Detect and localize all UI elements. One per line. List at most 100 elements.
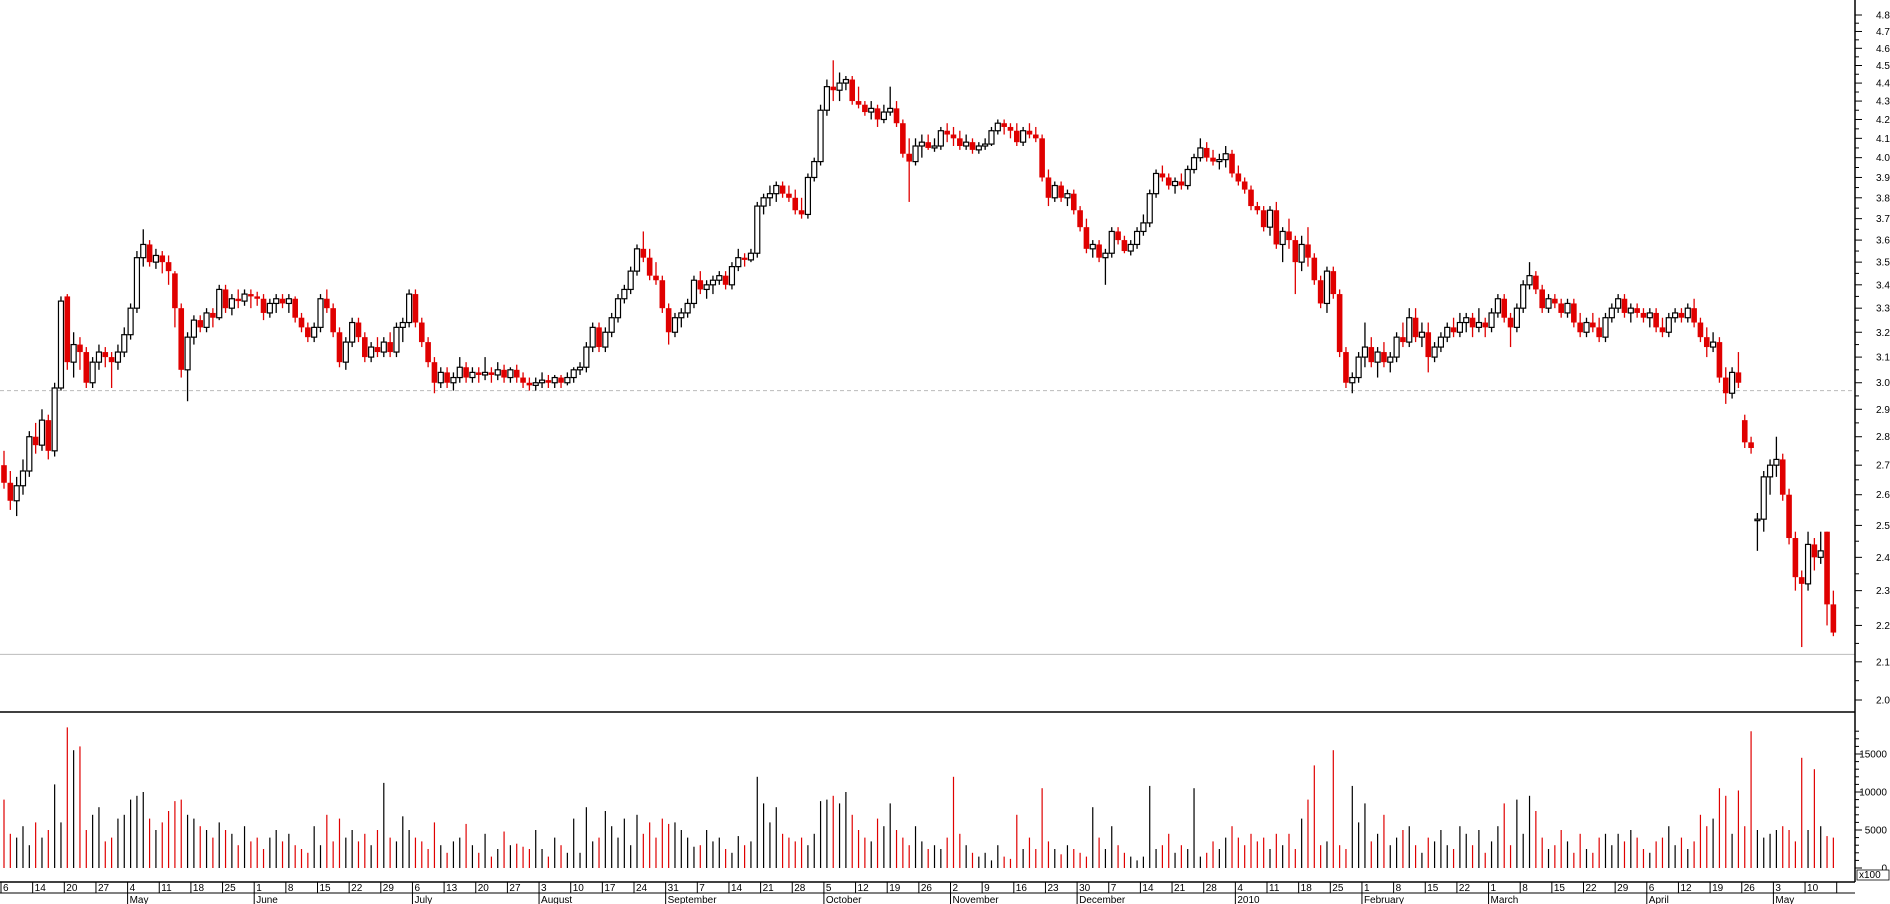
candle-body xyxy=(1425,332,1432,358)
date-tick-label: 15 xyxy=(1554,883,1566,894)
candle xyxy=(735,248,742,272)
candle xyxy=(1621,294,1628,318)
candle xyxy=(1159,165,1166,182)
candle xyxy=(1602,312,1609,343)
candle-body xyxy=(690,279,698,305)
candle xyxy=(1121,235,1128,254)
candle-body xyxy=(1051,184,1058,199)
date-tick-label: 7 xyxy=(699,883,705,894)
candle xyxy=(102,347,109,368)
candle xyxy=(925,134,931,150)
date-tick-label: 15 xyxy=(320,883,332,894)
candle-body xyxy=(311,326,318,338)
candle-body xyxy=(1615,298,1622,309)
candle-body xyxy=(431,362,438,383)
candle-body xyxy=(393,326,400,353)
date-tick-label: 5 xyxy=(826,883,832,894)
price-tick-label: 2.3 xyxy=(1876,586,1890,597)
candle xyxy=(501,364,507,383)
candle xyxy=(298,312,305,333)
volume-pane xyxy=(3,727,1834,868)
candle xyxy=(140,229,147,267)
candle xyxy=(551,374,558,388)
candle xyxy=(1393,332,1400,363)
candle-body xyxy=(520,377,526,383)
candle xyxy=(1431,342,1438,363)
candle-body xyxy=(804,176,812,216)
candle xyxy=(811,157,818,182)
candle-body xyxy=(551,376,558,384)
candle xyxy=(1684,303,1691,323)
candle-body xyxy=(709,279,717,286)
candle-body xyxy=(1526,275,1533,286)
date-tick-label: 10 xyxy=(573,883,585,894)
candle xyxy=(760,193,767,215)
candle-body xyxy=(1355,356,1362,379)
price-tick-label: 2.0 xyxy=(1876,696,1890,707)
candle-body xyxy=(735,257,742,268)
candle xyxy=(1804,531,1812,591)
candle-body xyxy=(1298,243,1305,263)
candle-body xyxy=(1064,193,1071,199)
candle-body xyxy=(1596,327,1602,338)
candle-body xyxy=(798,210,805,215)
month-label: December xyxy=(1079,895,1126,904)
candle-body xyxy=(1140,222,1147,233)
candle xyxy=(1450,317,1457,338)
candle-body xyxy=(1305,244,1311,258)
candle-body xyxy=(1684,307,1691,319)
candle-body xyxy=(931,145,938,149)
candle xyxy=(1659,317,1666,338)
candle xyxy=(1279,227,1286,263)
candle-body xyxy=(481,371,489,376)
candle-body xyxy=(1083,227,1090,249)
candle xyxy=(1045,169,1052,207)
candle xyxy=(475,367,482,383)
candle-body xyxy=(754,205,761,254)
candle xyxy=(1001,119,1007,135)
candle-body xyxy=(1716,342,1723,378)
candle-body xyxy=(456,366,463,379)
candle-body xyxy=(1146,193,1153,224)
date-tick-label: 15 xyxy=(1427,883,1439,894)
candle-body xyxy=(1070,193,1077,211)
price-tick-label: 3.2 xyxy=(1876,328,1890,339)
candle xyxy=(1020,126,1027,147)
candle-body xyxy=(292,298,298,318)
candle-body xyxy=(1336,294,1343,353)
candle xyxy=(1323,266,1331,313)
date-tick-label: 27 xyxy=(98,883,110,894)
candle-body xyxy=(1020,130,1027,143)
candle-body xyxy=(368,346,375,358)
candle-body xyxy=(501,369,507,378)
candle-body xyxy=(317,298,324,328)
candle xyxy=(1608,303,1615,323)
candle xyxy=(887,86,894,116)
candle-body xyxy=(1026,130,1033,135)
candle-body xyxy=(849,79,856,102)
candle-body xyxy=(1463,317,1470,324)
candle-body xyxy=(1653,312,1659,328)
candle xyxy=(1349,372,1356,394)
candle-body xyxy=(13,485,20,502)
candle-body xyxy=(1152,172,1160,195)
candle xyxy=(456,357,463,383)
candle xyxy=(804,173,812,219)
price-tick-label: 3.9 xyxy=(1876,173,1890,184)
candle-body xyxy=(1766,464,1774,478)
candle xyxy=(108,352,115,388)
candle xyxy=(697,271,704,295)
candle-body xyxy=(1577,322,1583,333)
candle-body xyxy=(165,262,172,272)
candle-body xyxy=(254,296,260,299)
candle xyxy=(248,289,254,309)
candle-body xyxy=(1621,298,1628,313)
candle xyxy=(1615,294,1622,313)
candle xyxy=(1558,298,1564,318)
candle xyxy=(538,372,546,388)
candle-body xyxy=(513,369,520,378)
candle xyxy=(222,284,229,313)
date-tick-label: 4 xyxy=(130,883,136,894)
candle xyxy=(1678,308,1685,323)
candle xyxy=(988,126,995,147)
